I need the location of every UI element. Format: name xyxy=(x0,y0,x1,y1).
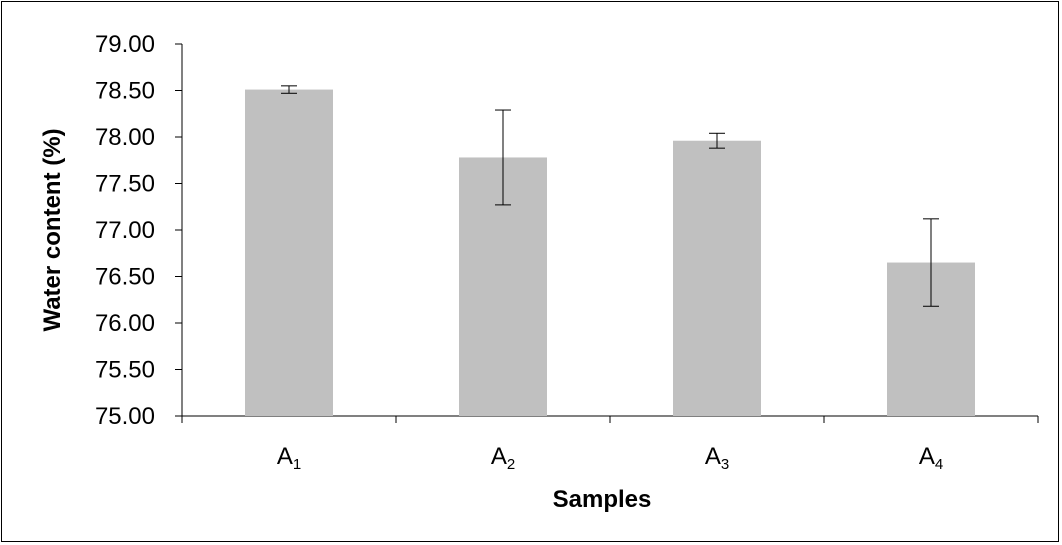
y-tick-label: 77.00 xyxy=(95,217,155,244)
bar xyxy=(245,89,333,416)
y-tick-label: 78.50 xyxy=(95,78,155,105)
x-tick-label: A3 xyxy=(705,443,729,473)
error-bars xyxy=(281,85,939,307)
y-axis: 75.00 75.50 76.00 76.50 77.00 77.50 78.00 78.50… xyxy=(95,31,183,430)
x-tick-label: A4 xyxy=(919,443,943,473)
y-tick-label: 78.00 xyxy=(95,124,155,151)
y-axis-title: Water content (%) xyxy=(39,128,66,331)
x-axis: A1 A2 A3 A4 xyxy=(181,415,1039,473)
y-tick-label: 75.50 xyxy=(95,357,155,384)
bars xyxy=(245,89,975,416)
x-tick-label: A1 xyxy=(277,443,301,473)
y-tick-label: 75.00 xyxy=(95,403,155,430)
bar xyxy=(673,140,761,416)
y-tick-label: 79.00 xyxy=(95,31,155,58)
y-tick-label: 76.50 xyxy=(95,264,155,291)
x-tick-label: A2 xyxy=(491,443,515,473)
y-tick-label: 76.00 xyxy=(95,310,155,337)
x-axis-title: Samples xyxy=(553,486,652,513)
y-tick-label: 77.50 xyxy=(95,171,155,198)
